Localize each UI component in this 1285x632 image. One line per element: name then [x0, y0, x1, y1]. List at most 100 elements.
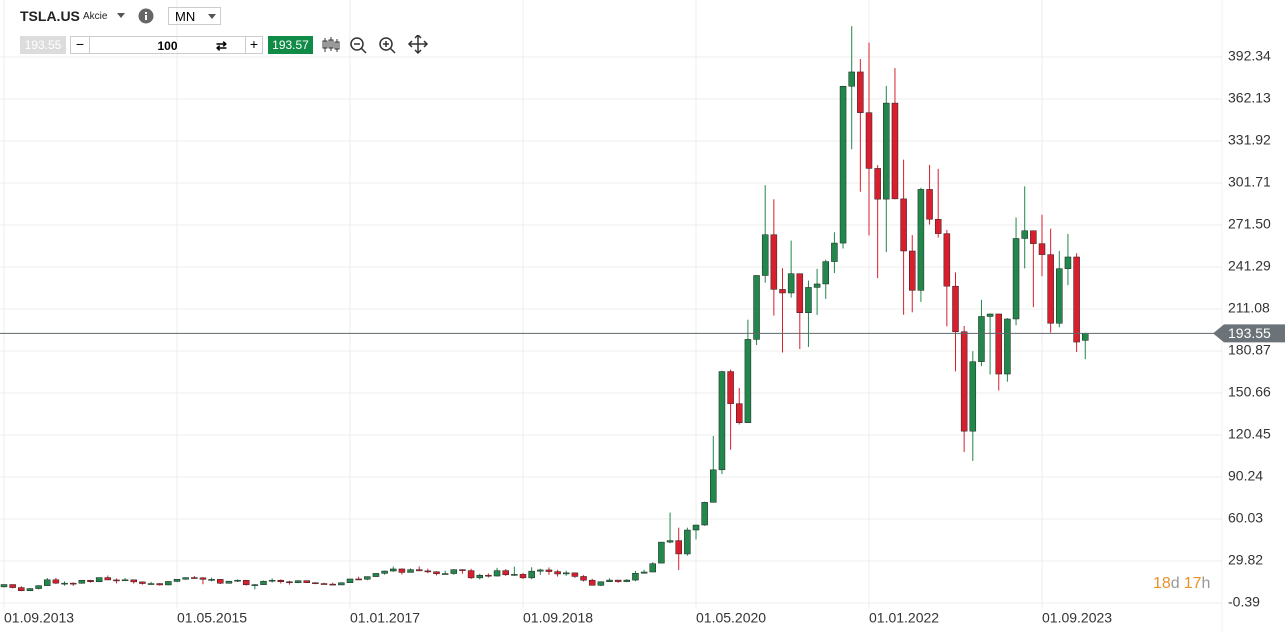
- candle-body: [986, 313, 994, 317]
- y-tick-label: 392.34: [1228, 48, 1271, 64]
- candle-body: [779, 289, 786, 294]
- candle-body: [147, 583, 155, 585]
- candle-body: [390, 568, 397, 572]
- y-tick-label: 301.71: [1228, 174, 1271, 190]
- candle-body: [960, 331, 968, 432]
- price-tag-label: 193.55: [1228, 325, 1271, 341]
- candle-tool[interactable]: [322, 37, 340, 52]
- candle-body: [165, 581, 172, 586]
- countdown-hours-unit: h: [1201, 575, 1211, 592]
- pan-tool[interactable]: [407, 35, 429, 55]
- candle-body: [0, 584, 8, 588]
- candle-body: [113, 579, 120, 582]
- x-tick-label: 01.01.2017: [350, 610, 420, 626]
- candle-body: [320, 583, 328, 585]
- candle-body: [1012, 238, 1020, 320]
- candle-body: [485, 574, 492, 577]
- candle-body: [441, 573, 449, 575]
- candle-body: [545, 569, 553, 572]
- candle-body: [225, 580, 233, 584]
- timeframe-select[interactable]: MN: [168, 7, 221, 25]
- candle-body: [277, 579, 285, 582]
- candle-body: [346, 578, 354, 583]
- candle-body: [234, 579, 241, 582]
- candle-body: [87, 579, 94, 582]
- quantity: 100: [157, 39, 178, 53]
- candle-body: [9, 584, 16, 588]
- bid-button[interactable]: 193.55: [20, 36, 66, 54]
- plus-button[interactable]: +: [245, 36, 263, 54]
- y-tick-label: 331.92: [1228, 132, 1271, 148]
- candle-body: [69, 582, 77, 585]
- candle-body: [917, 189, 925, 291]
- candle-body: [95, 577, 103, 582]
- candle-body: [787, 273, 795, 294]
- candle-body: [580, 576, 587, 581]
- candle-body: [701, 502, 708, 526]
- candle-body: [632, 573, 639, 581]
- zoom-in[interactable]: [379, 37, 396, 54]
- candle-body: [502, 570, 509, 576]
- symbol[interactable]: TSLA.US: [20, 8, 80, 24]
- candle-body: [528, 570, 535, 579]
- candle-body: [606, 579, 613, 582]
- timeframe: MN: [175, 9, 196, 24]
- candle-body: [424, 570, 432, 573]
- candle-body: [839, 86, 847, 244]
- candle-body: [537, 569, 544, 572]
- candle-body: [433, 571, 440, 575]
- candle-body: [1030, 230, 1037, 244]
- candle-body: [467, 570, 475, 579]
- y-tick-label: 29.82: [1228, 552, 1263, 568]
- countdown-days-unit: d: [1170, 575, 1180, 592]
- candle-body: [943, 233, 951, 287]
- symbol-caret[interactable]: [116, 12, 126, 20]
- candle-body: [329, 583, 336, 586]
- countdown-hours: 17: [1183, 575, 1202, 592]
- candle-body: [563, 572, 570, 575]
- x-tick-label: 01.09.2013: [4, 610, 74, 626]
- candle-body: [770, 234, 778, 290]
- candle-body: [130, 579, 137, 583]
- candle-body: [415, 569, 423, 572]
- candle-body: [666, 540, 674, 543]
- candle-body: [1038, 243, 1046, 255]
- candle-body: [372, 573, 380, 577]
- candle-body: [268, 579, 276, 582]
- price-tag: [1213, 324, 1285, 343]
- candle-body: [1047, 254, 1054, 324]
- swap-icon[interactable]: ⇄: [216, 38, 227, 53]
- candle-body: [251, 584, 259, 586]
- candle-body: [260, 580, 267, 585]
- info-icon[interactable]: [138, 8, 154, 24]
- candle-body: [692, 524, 700, 531]
- candle-body: [900, 198, 907, 252]
- candle-body: [364, 576, 371, 580]
- asset-type: Akcie: [83, 11, 108, 22]
- candle-body: [44, 579, 51, 586]
- candle-body: [191, 577, 198, 579]
- candle-body: [736, 403, 743, 423]
- candle-body: [995, 313, 1002, 375]
- candle-body: [934, 219, 942, 234]
- candle-body: [753, 275, 760, 340]
- candle-body: [355, 578, 362, 581]
- candle-body: [848, 71, 855, 87]
- minus-button[interactable]: −: [70, 36, 90, 54]
- candle-body: [710, 469, 717, 503]
- candle-body: [1082, 333, 1089, 341]
- candle-body: [891, 102, 899, 200]
- zoom-out[interactable]: [350, 37, 367, 54]
- candle-body: [865, 112, 873, 169]
- candle-body: [242, 579, 250, 586]
- candle-body: [104, 577, 112, 581]
- candle-body: [199, 577, 207, 580]
- quantity-input[interactable]: 100 ⇄: [90, 36, 245, 54]
- ask-button[interactable]: 193.57: [268, 36, 313, 54]
- candle-body: [476, 574, 483, 579]
- candle-body: [519, 574, 527, 579]
- candle-body: [35, 585, 42, 589]
- candle-body: [208, 579, 215, 581]
